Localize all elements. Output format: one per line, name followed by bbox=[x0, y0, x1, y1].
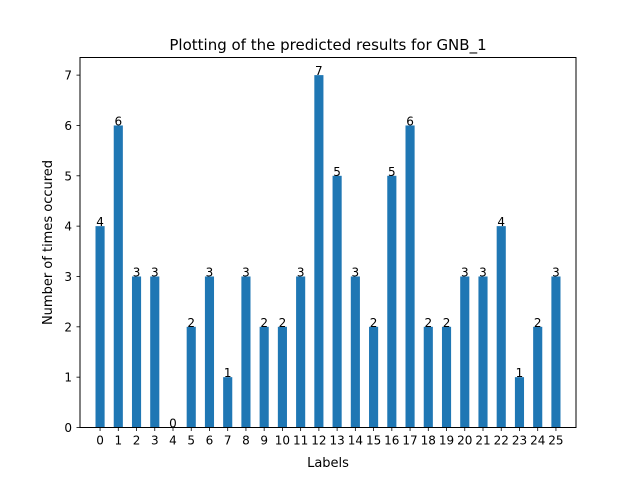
bar-8 bbox=[241, 276, 251, 428]
x-tick-label-13: 13 bbox=[329, 434, 344, 448]
bar-12 bbox=[314, 75, 324, 428]
data-label-6: 3 bbox=[206, 265, 214, 279]
bar-5 bbox=[186, 326, 196, 428]
data-label-13: 5 bbox=[333, 165, 341, 179]
x-tick-label-16: 16 bbox=[384, 434, 399, 448]
bar-24 bbox=[533, 326, 543, 428]
x-tick-label-18: 18 bbox=[421, 434, 436, 448]
x-axis-label: Labels bbox=[307, 456, 349, 471]
y-tick-label-7: 7 bbox=[64, 69, 72, 83]
y-tick-label-1: 1 bbox=[64, 371, 72, 385]
x-tick-label-23: 23 bbox=[512, 434, 527, 448]
bar-15 bbox=[369, 326, 379, 428]
bar-22 bbox=[496, 226, 506, 428]
data-label-4: 0 bbox=[169, 417, 177, 431]
data-label-1: 6 bbox=[114, 114, 122, 128]
data-label-19: 2 bbox=[443, 316, 451, 330]
bar-11 bbox=[296, 276, 306, 428]
data-label-5: 2 bbox=[187, 316, 195, 330]
data-label-7: 1 bbox=[224, 366, 232, 380]
bar-0 bbox=[95, 226, 105, 428]
bar-21 bbox=[478, 276, 488, 428]
data-label-15: 2 bbox=[370, 316, 378, 330]
data-label-23: 1 bbox=[516, 366, 524, 380]
bar-13 bbox=[332, 175, 342, 428]
y-tick-label-3: 3 bbox=[64, 270, 72, 284]
y-axis-label: Number of times occured bbox=[41, 160, 56, 325]
x-tick-label-5: 5 bbox=[187, 434, 195, 448]
x-tick-label-17: 17 bbox=[402, 434, 417, 448]
y-tick-label-4: 4 bbox=[64, 220, 72, 234]
data-label-11: 3 bbox=[297, 265, 305, 279]
x-tick-label-2: 2 bbox=[133, 434, 141, 448]
data-label-8: 3 bbox=[242, 265, 250, 279]
bar-3 bbox=[150, 276, 160, 428]
data-label-21: 3 bbox=[479, 265, 487, 279]
x-tick-label-3: 3 bbox=[151, 434, 159, 448]
bar-16 bbox=[387, 175, 397, 428]
bar-9 bbox=[259, 326, 269, 428]
chart-title: Plotting of the predicted results for GN… bbox=[169, 36, 486, 55]
bar-19 bbox=[441, 326, 452, 428]
data-label-10: 2 bbox=[279, 316, 287, 330]
x-tick-label-19: 19 bbox=[439, 434, 454, 448]
data-label-20: 3 bbox=[461, 265, 469, 279]
data-label-24: 2 bbox=[534, 316, 542, 330]
x-tick-label-15: 15 bbox=[366, 434, 381, 448]
x-tick-label-6: 6 bbox=[206, 434, 214, 448]
bar-23 bbox=[514, 377, 525, 428]
bar-6 bbox=[204, 276, 215, 428]
bars-group bbox=[95, 75, 561, 428]
data-label-18: 2 bbox=[424, 316, 432, 330]
bar-1 bbox=[113, 125, 123, 428]
x-tick-label-4: 4 bbox=[169, 434, 177, 448]
x-tick-label-8: 8 bbox=[242, 434, 250, 448]
x-tick-label-20: 20 bbox=[457, 434, 472, 448]
data-label-25: 3 bbox=[552, 265, 560, 279]
y-axis-ticks: 0 1 2 3 4 5 6 7 bbox=[64, 69, 80, 435]
x-tick-label-7: 7 bbox=[224, 434, 232, 448]
bar-14 bbox=[350, 276, 360, 428]
x-tick-label-14: 14 bbox=[348, 434, 363, 448]
x-tick-label-25: 25 bbox=[548, 434, 563, 448]
x-tick-label-0: 0 bbox=[96, 434, 104, 448]
bar-18 bbox=[423, 326, 433, 428]
y-tick-label-6: 6 bbox=[64, 119, 72, 133]
y-tick-label-2: 2 bbox=[64, 320, 72, 334]
bar-25 bbox=[551, 276, 561, 428]
bar-10 bbox=[277, 326, 287, 428]
data-label-0: 4 bbox=[96, 215, 104, 229]
y-tick-label-5: 5 bbox=[64, 169, 72, 183]
bar-2 bbox=[131, 276, 142, 428]
x-tick-label-24: 24 bbox=[530, 434, 545, 448]
data-label-14: 3 bbox=[352, 265, 360, 279]
data-label-17: 6 bbox=[406, 114, 414, 128]
x-tick-label-1: 1 bbox=[114, 434, 122, 448]
y-tick-label-0: 0 bbox=[64, 421, 72, 435]
data-label-12: 7 bbox=[315, 64, 323, 78]
data-label-9: 2 bbox=[260, 316, 268, 330]
bar-17 bbox=[405, 125, 415, 428]
data-label-22: 4 bbox=[497, 215, 505, 229]
bar-20 bbox=[460, 276, 470, 428]
plot-area-frame bbox=[79, 57, 577, 428]
x-axis-ticks: 0 1 2 3 4 5 6 7 8 9 10 11 12 13 14 15 16 17 18 19 20 21 22 23 24… bbox=[96, 427, 564, 448]
x-tick-label-9: 9 bbox=[260, 434, 268, 448]
data-label-3: 3 bbox=[151, 265, 159, 279]
x-tick-label-21: 21 bbox=[475, 434, 490, 448]
x-tick-label-12: 12 bbox=[311, 434, 326, 448]
data-label-2: 3 bbox=[133, 265, 141, 279]
x-tick-label-11: 11 bbox=[293, 434, 308, 448]
bar-7 bbox=[223, 377, 233, 428]
x-tick-label-10: 10 bbox=[275, 434, 290, 448]
x-tick-label-22: 22 bbox=[494, 434, 509, 448]
data-label-16: 5 bbox=[388, 165, 396, 179]
